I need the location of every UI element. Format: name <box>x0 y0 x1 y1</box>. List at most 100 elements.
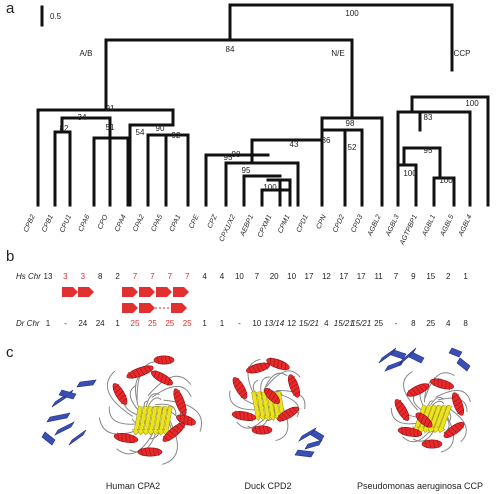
dr-chr-value: 10 <box>252 319 261 328</box>
dr-chr-value: 8 <box>463 319 468 328</box>
helix-turn <box>251 413 253 422</box>
helix-turn <box>240 391 248 399</box>
bootstrap-ne: 98 <box>346 119 355 128</box>
dr-chr-value: 12 <box>287 319 296 328</box>
helix-turn <box>148 447 152 457</box>
helix-turn <box>271 393 276 402</box>
beta-strand <box>432 404 447 434</box>
leaf-label: AGBL5 <box>439 214 455 238</box>
helix-turn <box>183 415 185 424</box>
helix-turn <box>281 412 288 420</box>
bootstrap-ccp-c: 100 <box>403 169 417 178</box>
protein-structures <box>41 347 471 465</box>
beta-strand <box>151 405 163 436</box>
bootstrap-ne-sub: 43 <box>290 140 299 149</box>
helix-turn <box>273 358 275 367</box>
coil <box>129 384 141 413</box>
helix-turn <box>401 426 403 435</box>
dr-chr-value: 1 <box>220 319 225 328</box>
alpha-helix <box>264 388 280 404</box>
leaf-label: CPD3 <box>350 214 364 234</box>
clade-label-ab: A/B <box>80 49 93 58</box>
helix-turn <box>445 380 447 390</box>
dr-chr-value: - <box>395 319 398 328</box>
blue-strand <box>390 349 407 360</box>
helix-turn <box>269 357 272 366</box>
helix-turn <box>164 355 168 365</box>
helix-turn <box>112 383 120 391</box>
dr-chr-value: 4 <box>446 319 451 328</box>
helix-turn <box>118 394 126 401</box>
alpha-helix <box>153 355 175 365</box>
hs-chr-value: 8 <box>98 272 103 281</box>
helix-turn <box>116 390 124 398</box>
bootstrap-root: 100 <box>345 9 359 18</box>
helix-turn <box>266 425 270 435</box>
helix-turn <box>140 447 144 457</box>
coil <box>162 416 178 465</box>
dr-chr-value: 24 <box>78 319 87 328</box>
hs-chr-value: 11 <box>374 272 383 281</box>
clade-label-ne: N/E <box>331 49 344 58</box>
helix-turn <box>289 379 297 385</box>
helix-turn <box>413 428 415 437</box>
helix-turn <box>232 377 240 385</box>
dr-chr-value: 15/21 <box>334 319 354 328</box>
coil <box>145 393 160 407</box>
clade-label-ccp: CCP <box>454 49 471 58</box>
coil <box>424 372 455 399</box>
helix-turn <box>396 403 404 410</box>
helix-turn <box>168 355 172 365</box>
helix-turn <box>190 417 193 427</box>
helix-turn <box>281 361 283 370</box>
helix-turn <box>238 388 246 395</box>
blue-strand <box>448 347 463 358</box>
coil <box>229 390 260 411</box>
bootstrap-ne-f: 52 <box>348 143 357 152</box>
bootstrap-cpa-a4: 54 <box>136 128 145 137</box>
blue-strand <box>384 359 405 372</box>
helix-turn <box>114 387 122 394</box>
bootstrap-ne-b: 95 <box>224 153 233 162</box>
caption-human-cpa2: Human CPA2 <box>105 481 161 491</box>
dr-chr-value: 25 <box>148 319 157 328</box>
phylogenetic-tree: 0.5 100 84 A/B N/E CCP 91 34 82 51 90 54 92 98 43 86 52 9… <box>36 3 490 207</box>
helix-turn <box>411 388 418 396</box>
helix-turn <box>436 439 440 449</box>
bootstrap-cpa-a5: 92 <box>172 131 181 140</box>
helix-turn <box>277 359 279 369</box>
helix-turn <box>428 439 432 449</box>
helix-turn <box>441 379 443 389</box>
helix-turn <box>243 411 245 421</box>
hs-chr-value: 7 <box>255 272 260 281</box>
helix-turn <box>457 422 464 429</box>
helix-turn <box>234 381 242 388</box>
leaf-label: CPU1 <box>59 214 73 234</box>
helix-turn <box>291 406 299 414</box>
helix-turn <box>450 427 458 433</box>
helix-turn <box>144 447 148 457</box>
helix-turn <box>284 362 287 371</box>
dr-chr-value: 13/14 <box>264 319 285 328</box>
helix-turn <box>129 434 131 443</box>
helix-turn <box>417 412 422 420</box>
dr-chr-value: 25 <box>165 319 174 328</box>
beta-strand <box>437 404 452 434</box>
dr-chr-value: 25 <box>131 319 140 328</box>
gene-arrow <box>122 287 138 297</box>
alpha-helix <box>421 439 443 449</box>
helix-turn <box>422 383 429 391</box>
helix-turn <box>263 362 268 370</box>
caption-pseudomonas-ccp: Pseudomonas aeruginosa CCP <box>356 481 484 491</box>
gene-arrow <box>156 287 172 297</box>
coil <box>403 371 418 411</box>
helix-turn <box>293 390 301 397</box>
coil <box>263 372 288 391</box>
gene-arrow <box>122 303 138 313</box>
helix-turn <box>117 432 119 441</box>
dr-chr-value: 25 <box>426 319 435 328</box>
helix-turn <box>153 369 157 379</box>
helix-turn <box>239 411 241 420</box>
bootstrap-b-inner: 34 <box>78 113 87 122</box>
coil <box>147 397 162 408</box>
